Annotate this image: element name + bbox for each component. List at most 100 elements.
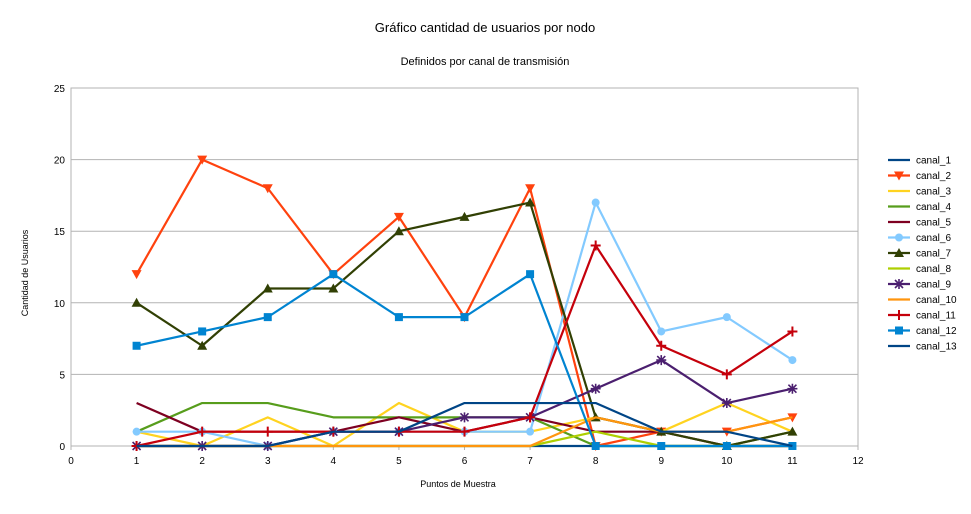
data-point [787,383,798,394]
x-tick-label: 7 [527,456,533,467]
x-tick-label: 4 [331,456,337,467]
data-point [591,198,600,207]
y-tick-label: 15 [54,227,66,238]
legend-marker [894,310,904,320]
data-point [722,442,731,450]
data-point [263,313,272,322]
data-point [460,313,469,322]
data-point [591,442,600,450]
x-tick-label: 11 [787,456,798,467]
legend-item: canal_13 [888,342,957,353]
legend-item: canal_7 [888,248,951,260]
x-tick-label: 2 [199,456,205,467]
y-axis-label: Cantidad de Usuarios [20,229,30,316]
data-point [721,398,732,409]
y-tick-label: 25 [54,84,66,95]
x-tick-label: 3 [265,456,271,467]
data-point [393,226,404,236]
legend-marker [894,171,904,181]
data-point [131,270,142,280]
legend-marker [895,326,903,335]
x-tick-label: 12 [852,456,864,467]
legend: canal_1 canal_2 canal_3 canal_4 canal_5canal… [888,156,957,353]
data-point [721,369,732,380]
legend-label: canal_11 [916,311,956,322]
series-canal-13 [136,401,793,448]
data-point [590,240,601,251]
series-line [136,401,793,448]
x-tick-label: 9 [658,456,664,467]
data-point [459,412,470,423]
legend-label: canal_10 [916,295,957,306]
legend-item: canal_12 [888,326,957,337]
data-point [657,442,666,450]
legend-item: canal_11 [888,310,956,322]
series-canal-12 [132,270,797,450]
legend-item: canal_10 [888,295,957,306]
legend-item: canal_8 [888,264,951,275]
data-point [329,270,338,279]
legend-item: canal_6 [888,233,951,244]
legend-label: canal_5 [916,218,951,229]
chart-subtitle: Definidos por canal de transmisión [401,56,570,68]
legend-label: canal_8 [916,264,951,275]
legend-label: canal_9 [916,280,951,291]
data-point [525,184,536,194]
data-point [722,313,731,322]
data-point [262,184,273,194]
data-point [787,326,798,337]
x-tick-label: 0 [68,456,74,467]
legend-label: canal_13 [916,342,957,353]
y-tick-label: 0 [59,442,65,453]
x-tick-label: 6 [462,456,468,467]
data-point [526,270,535,279]
data-point [525,412,536,423]
x-axis-label: Puntos de Muestra [420,479,496,489]
data-point [197,155,208,165]
legend-label: canal_2 [916,171,951,182]
data-point [787,426,798,436]
x-tick-label: 10 [721,456,733,467]
y-tick-label: 10 [54,299,66,310]
data-point [262,426,273,437]
data-point [198,327,207,336]
series-group [131,155,798,451]
plot-area [70,87,859,447]
data-point [788,356,797,365]
x-tick-label: 5 [396,456,402,467]
data-point [197,426,208,437]
data-point [262,283,273,293]
data-point [526,427,535,436]
legend-item: canal_9 [888,279,951,291]
data-point [656,340,667,351]
legend-label: canal_1 [916,156,951,167]
data-point [132,427,141,436]
legend-item: canal_1 [888,156,951,167]
data-point [459,211,470,221]
x-tick-label: 1 [134,456,140,467]
legend-label: canal_3 [916,187,951,198]
data-point [525,197,536,207]
legend-marker [894,248,904,257]
legend-label: canal_6 [916,233,951,244]
data-point [393,212,404,222]
legend-item: canal_5 [888,218,951,229]
legend-item: canal_4 [888,202,951,213]
y-tick-label: 5 [59,370,65,381]
legend-marker [894,279,904,289]
data-point [328,283,339,293]
data-point [131,297,142,307]
x-tick-label: 8 [593,456,599,467]
legend-marker [895,233,903,242]
data-point [394,313,403,322]
y-tick-label: 20 [54,156,66,167]
legend-label: canal_7 [916,249,951,260]
data-point [459,426,470,437]
legend-label: canal_4 [916,202,951,213]
data-point [132,341,141,350]
legend-label: canal_12 [916,326,957,337]
data-point [590,383,601,394]
